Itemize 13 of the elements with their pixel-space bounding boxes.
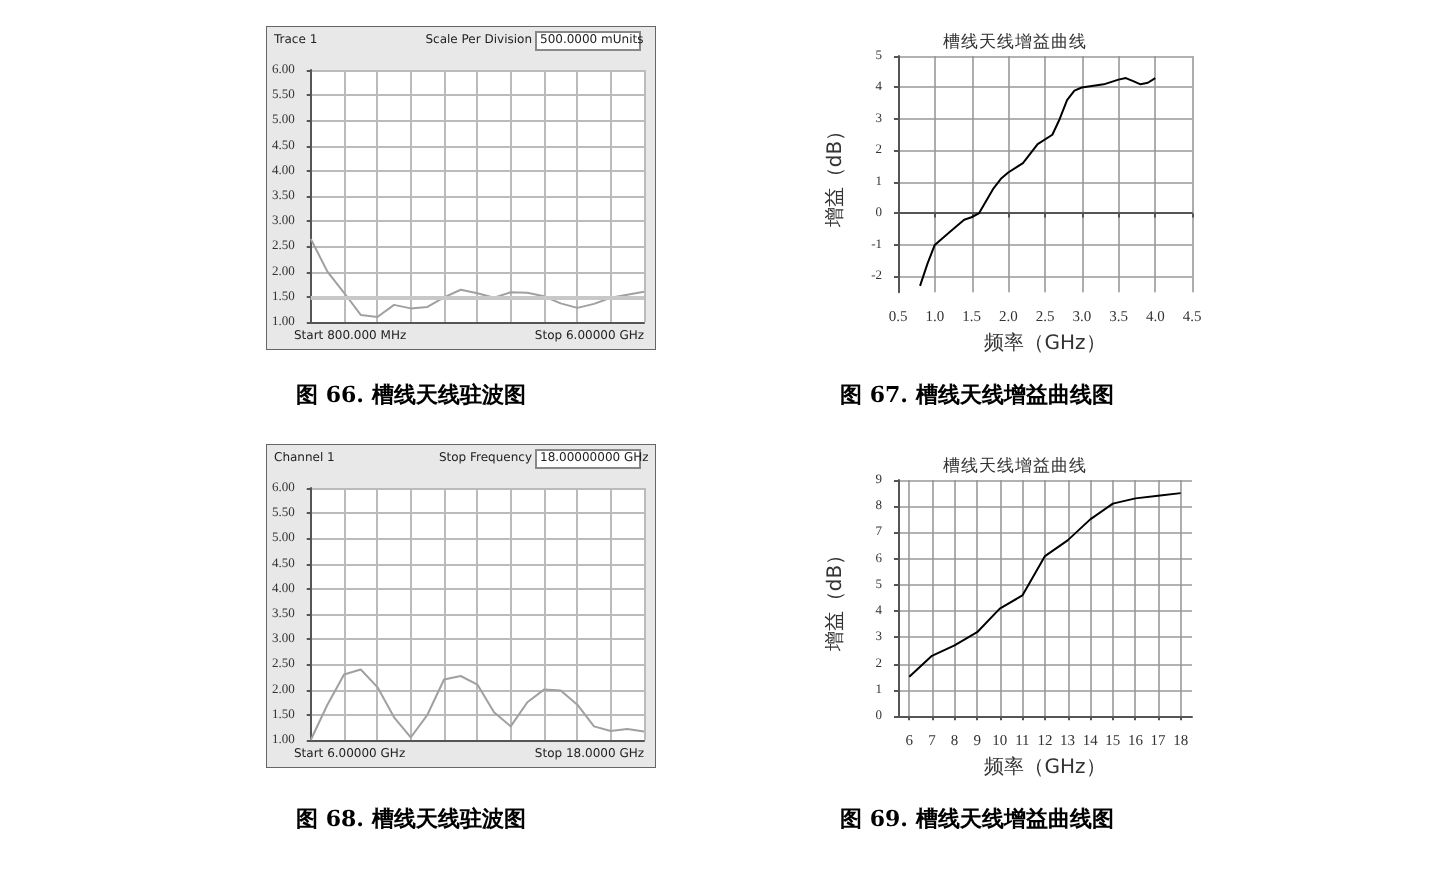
line-series	[919, 77, 1157, 287]
caption: 图 69. 槽线天线增益曲线图	[840, 804, 1114, 834]
caption: 图 68. 槽线天线驻波图	[296, 804, 526, 834]
line-series	[309, 237, 645, 318]
caption: 图 67. 槽线天线增益曲线图	[840, 380, 1114, 410]
x-axis-title: 频率（GHz）	[984, 331, 1106, 355]
x-axis-title: 频率（GHz）	[984, 755, 1106, 779]
line-series	[908, 492, 1182, 678]
caption: 图 66. 槽线天线驻波图	[296, 380, 526, 410]
y-axis-title: 增益（dB）	[823, 544, 847, 654]
chart-title: 槽线天线增益曲线	[943, 455, 1087, 477]
chart-title: 槽线天线增益曲线	[943, 31, 1087, 53]
y-axis-title: 增益（dB）	[823, 120, 847, 230]
